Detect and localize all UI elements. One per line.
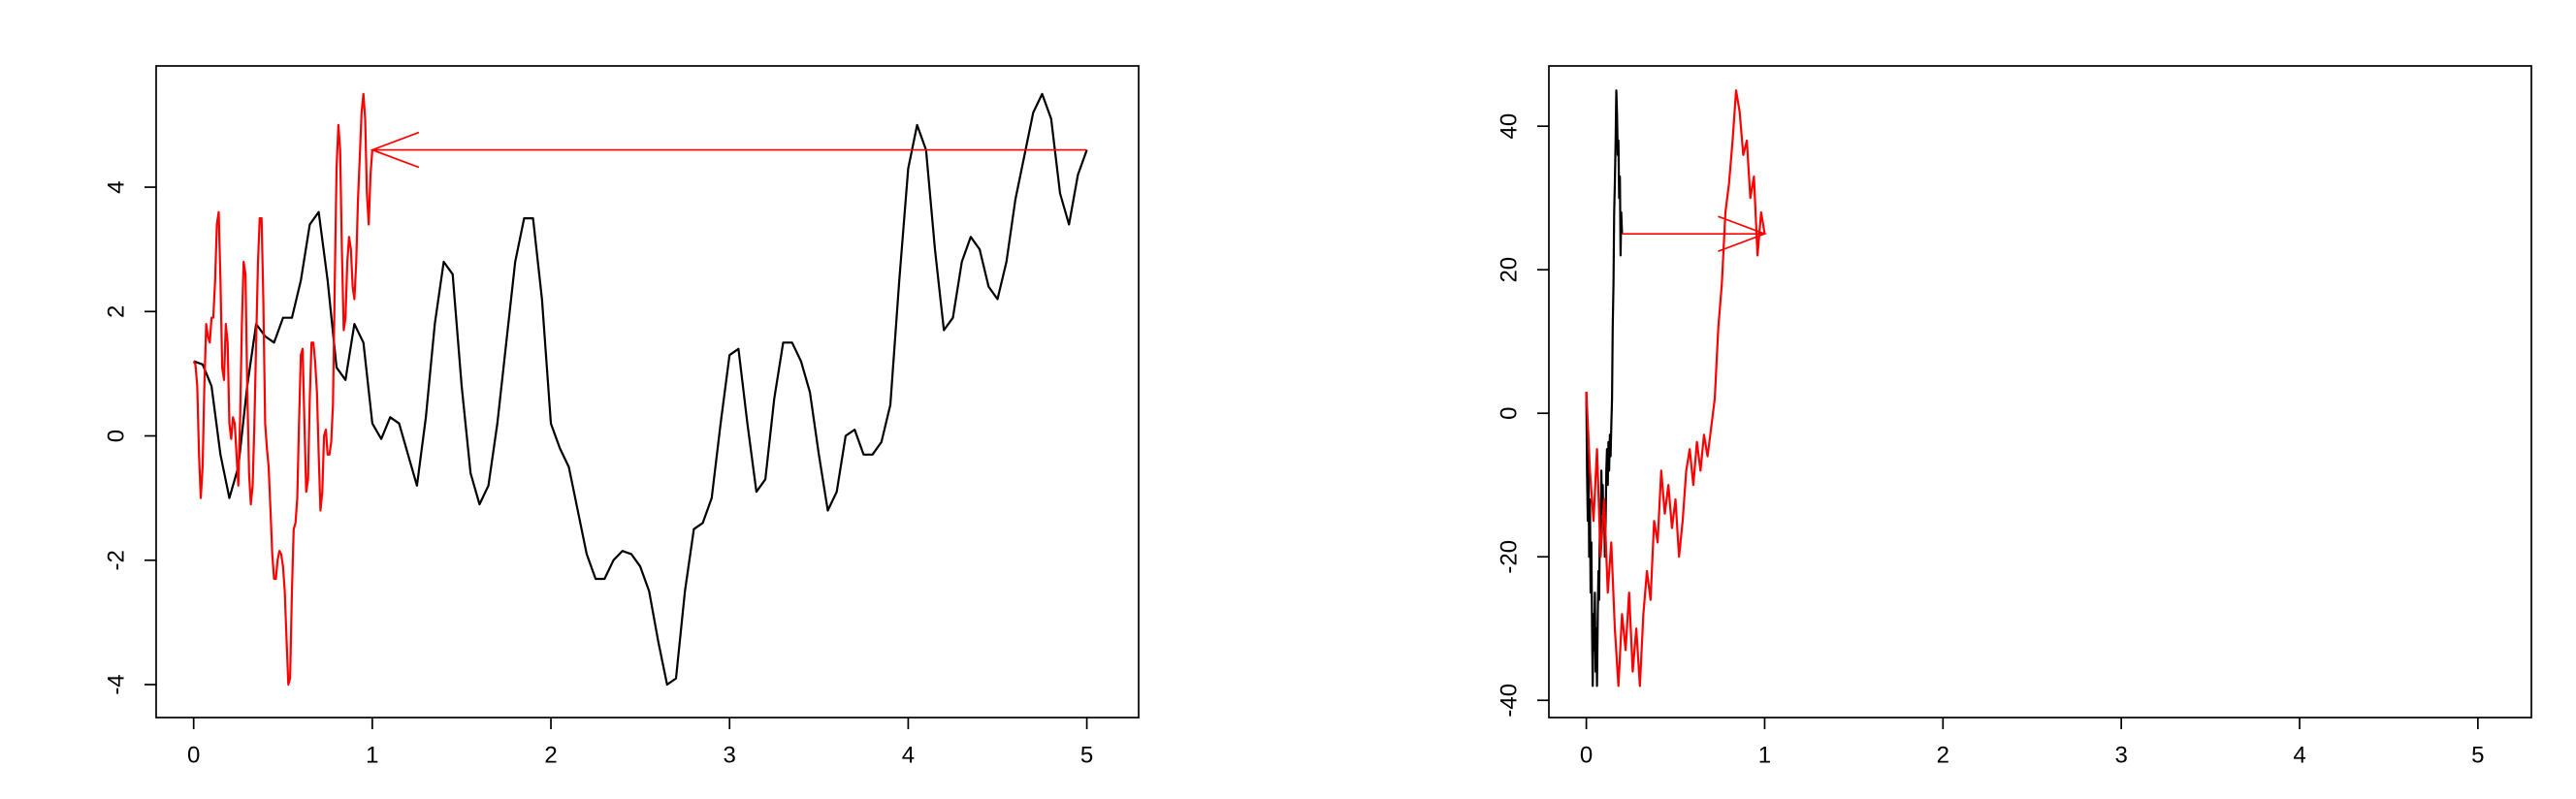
x-tick-label: 2: [544, 742, 557, 768]
series-line: [1585, 89, 1766, 687]
x-tick-label: 5: [1080, 742, 1093, 768]
x-tick-label: 1: [366, 742, 378, 768]
y-tick-label: -4: [103, 674, 129, 694]
y-tick-label: -20: [1496, 540, 1522, 574]
arrow: [370, 131, 1087, 169]
y-tick-label: -40: [1496, 684, 1522, 718]
y-tick-label: 40: [1496, 113, 1522, 140]
arrow: [1622, 215, 1767, 252]
y-tick-label: 20: [1496, 257, 1522, 283]
series-line: [1585, 89, 1624, 687]
plot-frame: [1548, 65, 2532, 719]
x-tick-label: 0: [187, 742, 200, 768]
panel: 0 1 2 3 4 5 -4 -2 0 2 4: [103, 65, 1140, 768]
y-tick-label: 4: [103, 180, 129, 193]
x-tick-label: 3: [724, 742, 736, 768]
y-tick-label: 0: [1496, 407, 1522, 420]
y-tick-label: 2: [103, 305, 129, 318]
x-tick-label: 1: [1758, 742, 1771, 768]
x-tick-label: 4: [2293, 742, 2305, 768]
y-tick-label: 0: [103, 430, 129, 442]
series-line: [193, 92, 1088, 687]
x-tick-label: 5: [2471, 742, 2484, 768]
series-line: [192, 92, 373, 687]
x-tick-label: 4: [902, 742, 915, 768]
x-tick-label: 3: [2114, 742, 2127, 768]
plot-frame: [155, 65, 1140, 719]
y-tick-label: -2: [103, 550, 129, 570]
panel: 0 1 2 3 4 5 -40 -20 0 20 40: [1496, 65, 2532, 768]
x-tick-label: 2: [1937, 742, 1949, 768]
x-tick-label: 0: [1580, 742, 1593, 768]
